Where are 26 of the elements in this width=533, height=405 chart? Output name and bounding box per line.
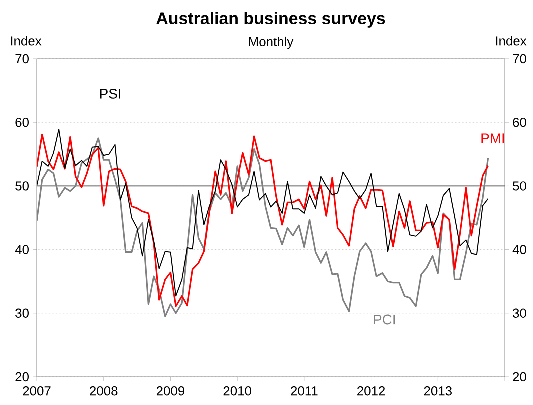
y-tick-label: 60 <box>16 118 29 128</box>
y-axis-title: Index <box>11 36 42 46</box>
x-tick-label: 2008 <box>90 386 118 396</box>
x-tick-label: 2011 <box>291 386 318 396</box>
y-tick-label: 20 <box>16 372 29 382</box>
x-tick-label: 2010 <box>224 386 252 396</box>
y2-tick-label: 70 <box>513 54 526 64</box>
y-tick-label: 40 <box>15 245 29 254</box>
y-tick-label: 30 <box>16 308 29 318</box>
text: PSI <box>100 89 121 99</box>
x-tick-label: 2012 <box>358 386 386 396</box>
y-tick-label: 70 <box>16 54 29 64</box>
y-tick-label: 50 <box>16 182 29 191</box>
y2-tick-label: 50 <box>513 182 526 191</box>
series-label: PCI <box>374 314 396 325</box>
y2-tick-label: 40 <box>512 245 526 254</box>
x-tick-label: 2007 <box>23 386 51 396</box>
chart-title: Australian business surveys <box>156 12 386 28</box>
y2-tick-label: 20 <box>513 372 526 382</box>
y2-tick-label: 30 <box>513 308 526 318</box>
chart-subtitle: Monthly <box>249 36 294 50</box>
series-label: PMI <box>482 134 504 144</box>
x-tick-label: 2009 <box>156 386 185 396</box>
x-tick-label: 2013 <box>424 386 452 396</box>
y2-axis-title: Index <box>496 36 527 46</box>
y2-tick-label: 60 <box>513 118 526 128</box>
